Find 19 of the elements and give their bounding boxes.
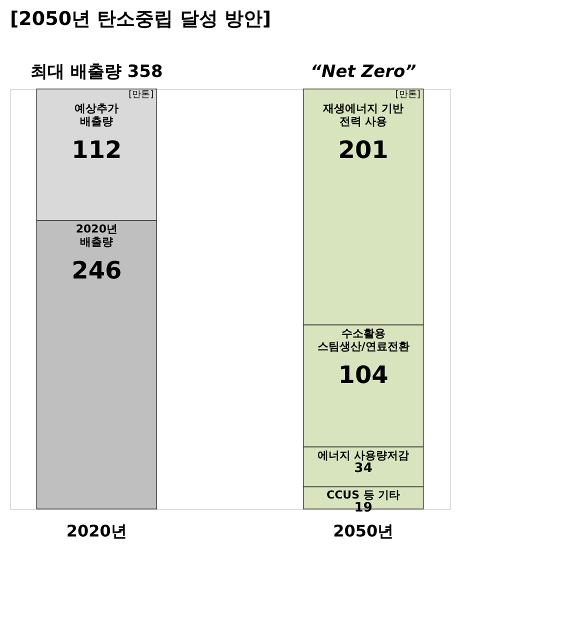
series-label: 에너지 사용량저감 <box>317 448 410 462</box>
series-label: 2020년 배출량 <box>76 222 118 248</box>
series-label: CCUS 등 기타 <box>326 488 400 502</box>
data-label: 34 <box>354 460 372 476</box>
data-label: 112 <box>72 136 122 164</box>
data-label: 104 <box>338 360 388 389</box>
annotation: [만톤] <box>128 90 154 100</box>
data-label: 19 <box>354 500 372 516</box>
x-tick-label: 2020년 <box>66 522 127 540</box>
series-label: 수소활용 스팀생산/연료전환 <box>317 326 410 353</box>
annotation: “Net Zero” <box>310 62 416 82</box>
series-label: 재생에너지 기반 전력 사용 <box>322 102 404 128</box>
chart-title: [2050년 탄소중립 달성 방안] <box>10 8 272 30</box>
data-label: 201 <box>338 136 388 164</box>
data-label: 246 <box>72 256 122 284</box>
annotation: 최대 배출량 358 <box>30 62 163 82</box>
x-tick-label: 2050년 <box>333 522 394 540</box>
annotation: [만톤] <box>395 90 420 100</box>
series-label: 예상추가 배출량 <box>74 102 119 128</box>
